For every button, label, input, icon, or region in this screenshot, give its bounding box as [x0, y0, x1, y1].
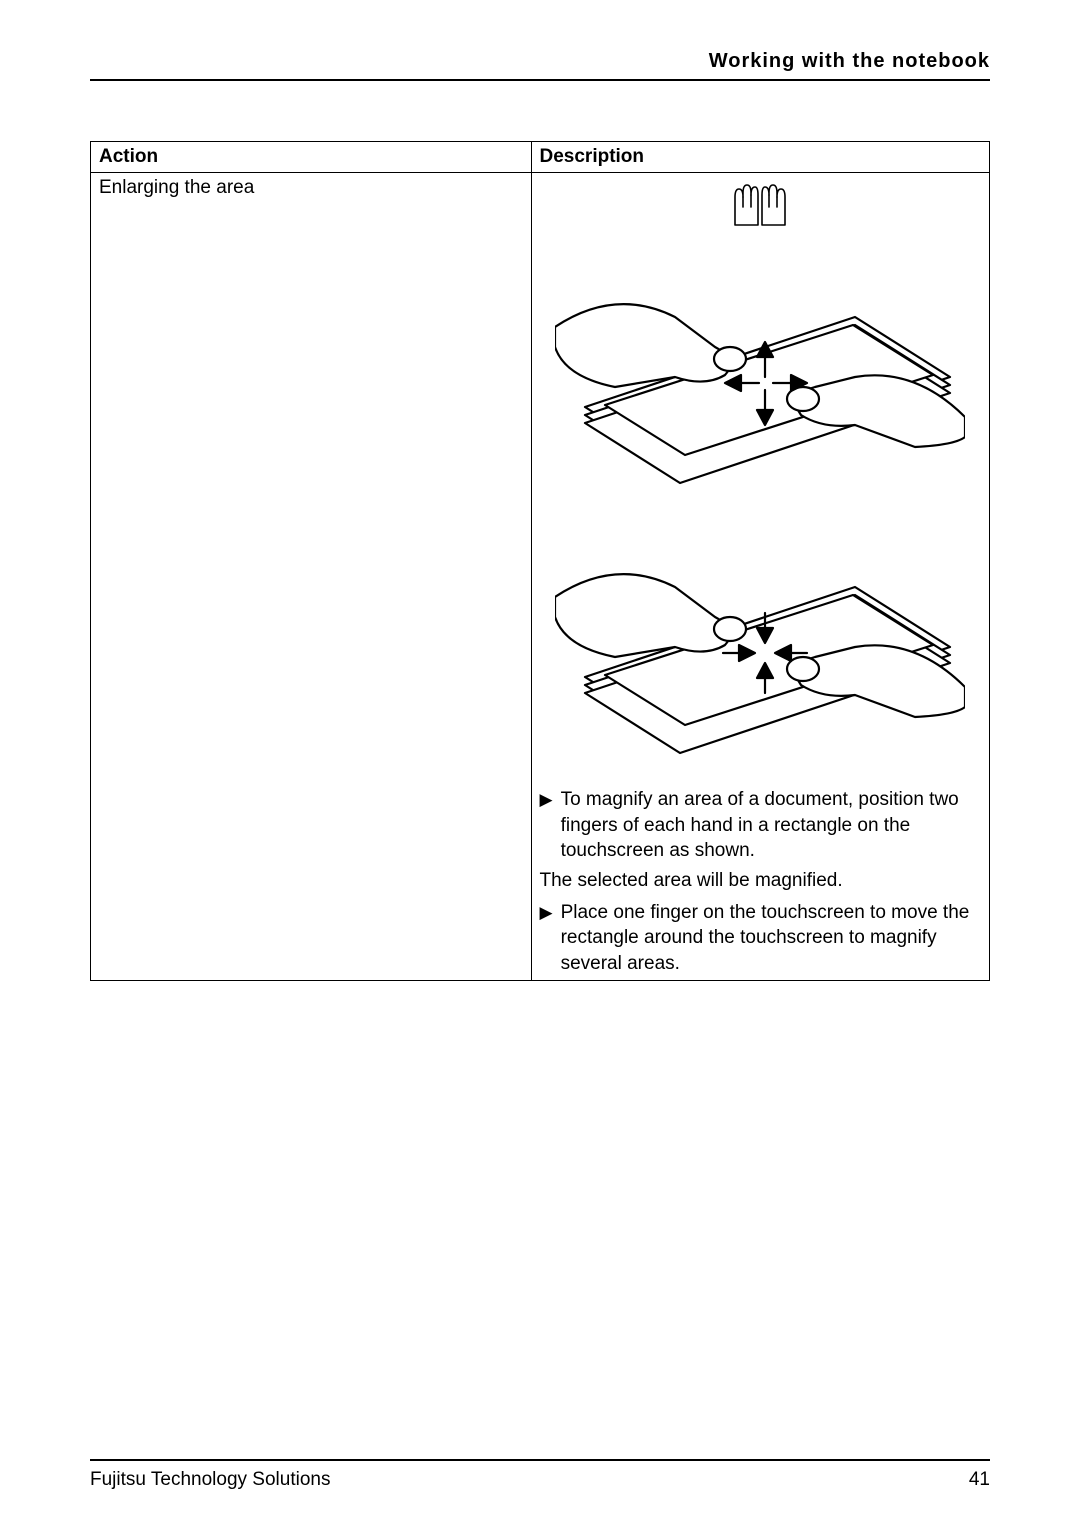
bullet-1-text: To magnify an area of a document, positi…	[561, 787, 981, 864]
instruction-bullet-1: ▶ To magnify an area of a document, posi…	[540, 787, 982, 864]
table-header-row: Action Description	[91, 142, 990, 173]
footer-company: Fujitsu Technology Solutions	[90, 1469, 330, 1491]
gesture-table: Action Description Enlarging the area	[90, 141, 990, 981]
hands-icon-pair	[540, 177, 982, 227]
tablet-zoom-in-illustration	[540, 517, 982, 767]
triangle-bullet-icon: ▶	[540, 900, 553, 926]
cell-action: Enlarging the area	[91, 173, 532, 981]
table-row: Enlarging the area	[91, 173, 990, 981]
col-header-action: Action	[91, 142, 532, 173]
header-rule	[90, 79, 990, 81]
col-header-description: Description	[531, 142, 990, 173]
bullet-2-text: Place one finger on the touchscreen to m…	[561, 900, 981, 977]
footer-page-number: 41	[969, 1469, 990, 1491]
page-footer: Fujitsu Technology Solutions 41	[90, 1459, 990, 1491]
tablet-zoom-out-illustration	[540, 247, 982, 497]
triangle-bullet-icon: ▶	[540, 787, 553, 813]
cell-description: ▶ To magnify an area of a document, posi…	[531, 173, 990, 981]
instruction-bullet-2: ▶ Place one finger on the touchscreen to…	[540, 900, 982, 977]
page-header-title: Working with the notebook	[90, 50, 990, 73]
footer-rule	[90, 1459, 990, 1461]
result-line: The selected area will be magnified.	[540, 868, 982, 894]
